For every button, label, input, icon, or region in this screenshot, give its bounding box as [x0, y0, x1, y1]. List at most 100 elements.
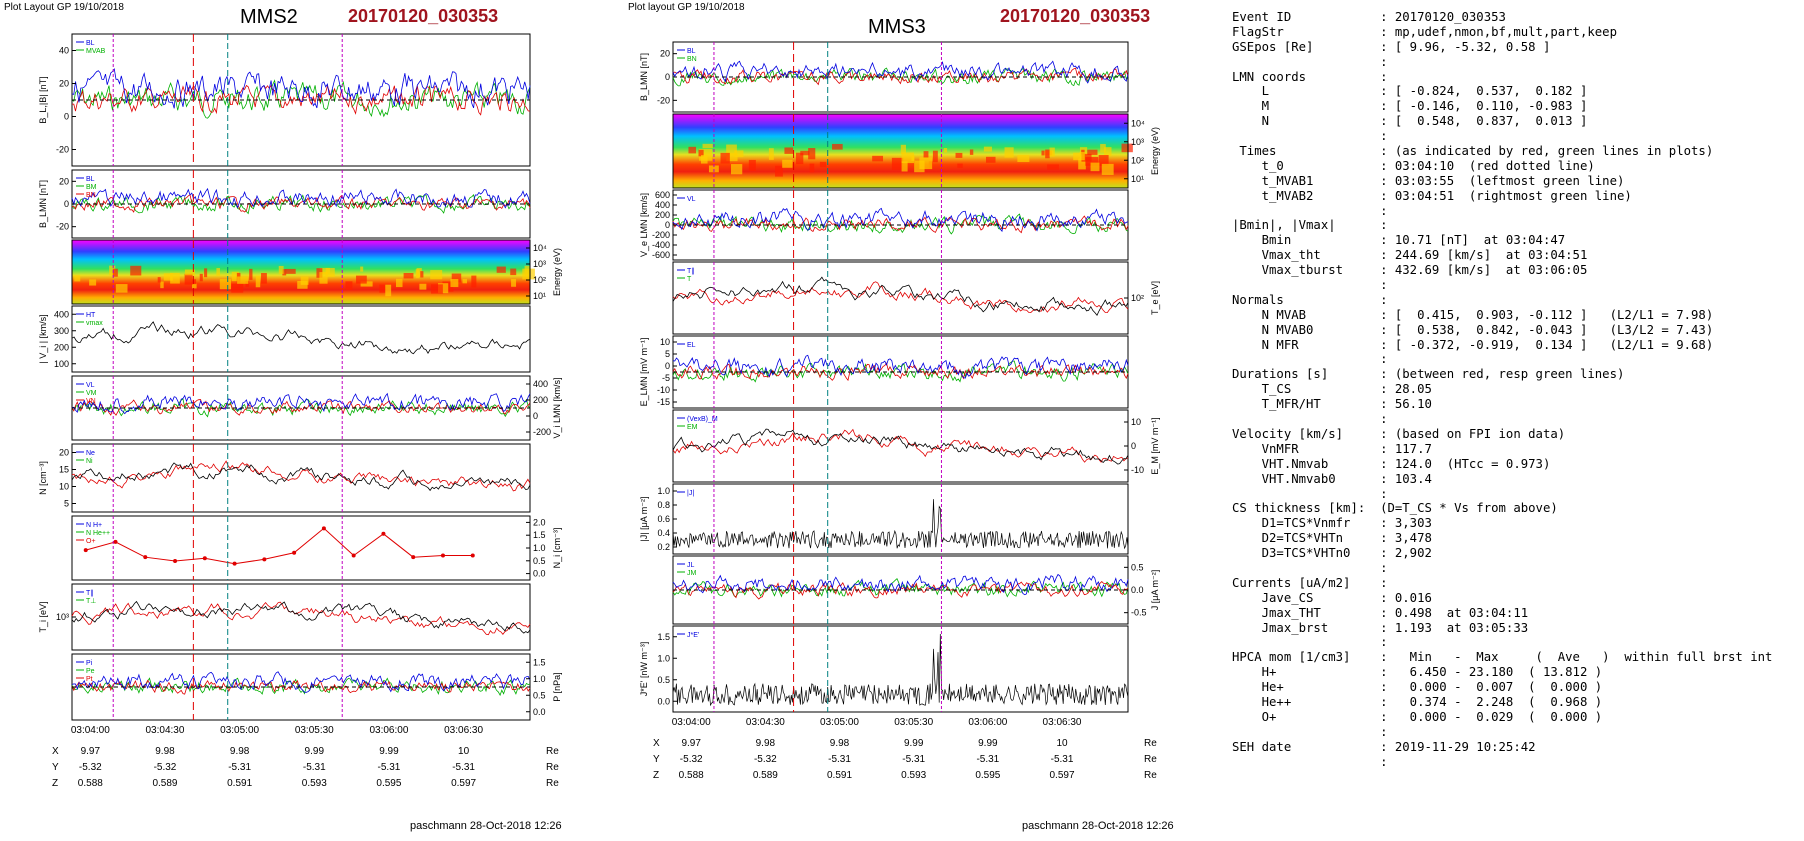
y-tick-label: 0.2 [657, 542, 670, 552]
trace-black [71, 600, 531, 634]
trace-green [672, 360, 1129, 383]
spectrogram-patch [419, 283, 427, 290]
y-axis-label: | V_i | [km/s] [38, 314, 48, 363]
spectrogram-patch [216, 268, 221, 276]
y-axis-label: B_LMN [nT] [38, 180, 48, 228]
position-value: 0.595 [975, 770, 1000, 781]
trace-blue [71, 67, 531, 109]
spectrogram-patch [204, 268, 208, 278]
left-event-id: 20170120_030353 [348, 6, 499, 26]
position-value: 0.595 [376, 778, 401, 789]
spectrogram-patch [430, 270, 443, 280]
y-tick-label: 40 [59, 46, 69, 56]
legend-label: BL [86, 176, 95, 183]
y-axis-label: E_M [mV m⁻¹] [1150, 417, 1160, 474]
spectrogram-patch [809, 163, 815, 173]
legend-label: BL [86, 40, 95, 47]
x-tick-label: 03:04:30 [746, 717, 785, 728]
info-line: |Bmin|, |Vmax| : [1232, 218, 1388, 233]
spectrogram-patch [451, 273, 462, 283]
trace-black [672, 633, 1129, 707]
y-axis-label: J [μA m⁻²] [1150, 570, 1160, 610]
spectrogram-patch [720, 152, 730, 164]
position-value: -5.32 [154, 762, 177, 773]
left-plot-header: Plot Layout GP 19/10/2018 [4, 2, 124, 13]
y-tick-label: 1.0 [533, 543, 546, 553]
trace-blue [672, 60, 1129, 84]
position-row-label: Y [653, 754, 660, 765]
position-value: -5.31 [976, 754, 999, 765]
y-tick-label: 2.0 [533, 517, 546, 527]
position-value: 0.591 [827, 770, 852, 781]
y-tick-label: 0 [665, 361, 670, 371]
spectrogram-patch [1004, 147, 1014, 158]
trace-black [71, 462, 531, 492]
trace-red [71, 601, 531, 636]
spectrogram-patch [872, 155, 884, 162]
y-tick-label: 100 [54, 359, 69, 369]
info-line: N : [ 0.548, 0.837, 0.013 ] [1232, 114, 1588, 129]
spectrogram-patch [231, 271, 240, 282]
position-value: 0.591 [227, 778, 252, 789]
y-axis-label: |J| [μA m⁻²] [639, 496, 649, 541]
spectrogram-patch [245, 281, 250, 287]
legend-label: VL [86, 382, 95, 389]
legend-label: T∥ [86, 589, 94, 597]
position-value: 10 [458, 746, 470, 757]
y-tick-label: 1.5 [657, 632, 670, 642]
position-value: 9.99 [305, 746, 325, 757]
y-tick-label: 400 [655, 200, 670, 210]
y-tick-label: 20 [59, 448, 69, 458]
spectrogram-patch [160, 281, 164, 289]
panel-frame [71, 239, 531, 305]
info-line: t_0 : 03:04:10 (red dotted line) [1232, 158, 1595, 173]
legend-label: O+ [86, 538, 96, 545]
panel-frame [672, 625, 1129, 713]
legend-label: JL [687, 562, 695, 569]
info-line: N MVAB0 : [ 0.538, 0.842, -0.043 ] (L3/L… [1232, 322, 1714, 337]
mid-plot-header: Plot layout GP 19/10/2018 [628, 2, 745, 13]
position-value: 9.98 [756, 738, 776, 749]
y-axis-label: N_i [cm⁻³] [552, 528, 562, 569]
info-line: FlagStr : mp,udef,nmon,bf,mult,part,keep [1232, 24, 1617, 39]
spectrogram-patch [699, 148, 712, 161]
spectrogram-patch [157, 277, 161, 283]
y-tick-label: 10 [1131, 417, 1141, 427]
position-value: 9.98 [155, 746, 175, 757]
y-tick-label: 400 [533, 379, 548, 389]
position-value: 0.597 [451, 778, 476, 789]
trace-green [71, 79, 531, 119]
y-tick-label: 20 [59, 79, 69, 89]
spectrogram-patch [524, 265, 531, 276]
y-tick-label: 1.0 [657, 653, 670, 663]
y-tick-label: 10³ [533, 259, 546, 269]
spectrogram-patch [1049, 147, 1055, 157]
info-line: CS thickness [km]: (D=T_CS * Vs from abo… [1232, 501, 1558, 516]
y-axis-label: J*E' [nW m⁻³] [639, 642, 649, 696]
legend-label: N H+ [86, 522, 102, 529]
position-value: 0.588 [679, 770, 704, 781]
legend-label: HT [86, 312, 96, 319]
spectrogram-patch [109, 265, 116, 276]
y-tick-label: -15 [657, 397, 670, 407]
spectrogram-patch [734, 150, 744, 158]
spectrogram-patch [726, 153, 738, 162]
spectrogram-patch [700, 154, 708, 164]
y-tick-label: 0.0 [657, 696, 670, 706]
info-line: Durations [s] : (between red, resp green… [1232, 367, 1625, 382]
spectrogram-patch [510, 268, 517, 276]
info-line: : [1232, 635, 1388, 650]
position-value: -5.31 [1051, 754, 1074, 765]
panel-frame [71, 305, 531, 373]
info-line: D3=TCS*VHTn0 : 2,902 [1232, 546, 1432, 561]
y-axis-label: V_e LMN [km/s] [639, 193, 649, 257]
spectrogram-patch [832, 143, 843, 150]
legend-label: T∥ [687, 267, 695, 275]
spectrogram-patch [420, 271, 424, 278]
spectrogram-patch [163, 273, 173, 281]
position-value: -5.31 [303, 762, 326, 773]
spectrogram-patch [1085, 157, 1099, 166]
trace-red [672, 362, 1129, 382]
spectrogram-patch [130, 265, 142, 276]
